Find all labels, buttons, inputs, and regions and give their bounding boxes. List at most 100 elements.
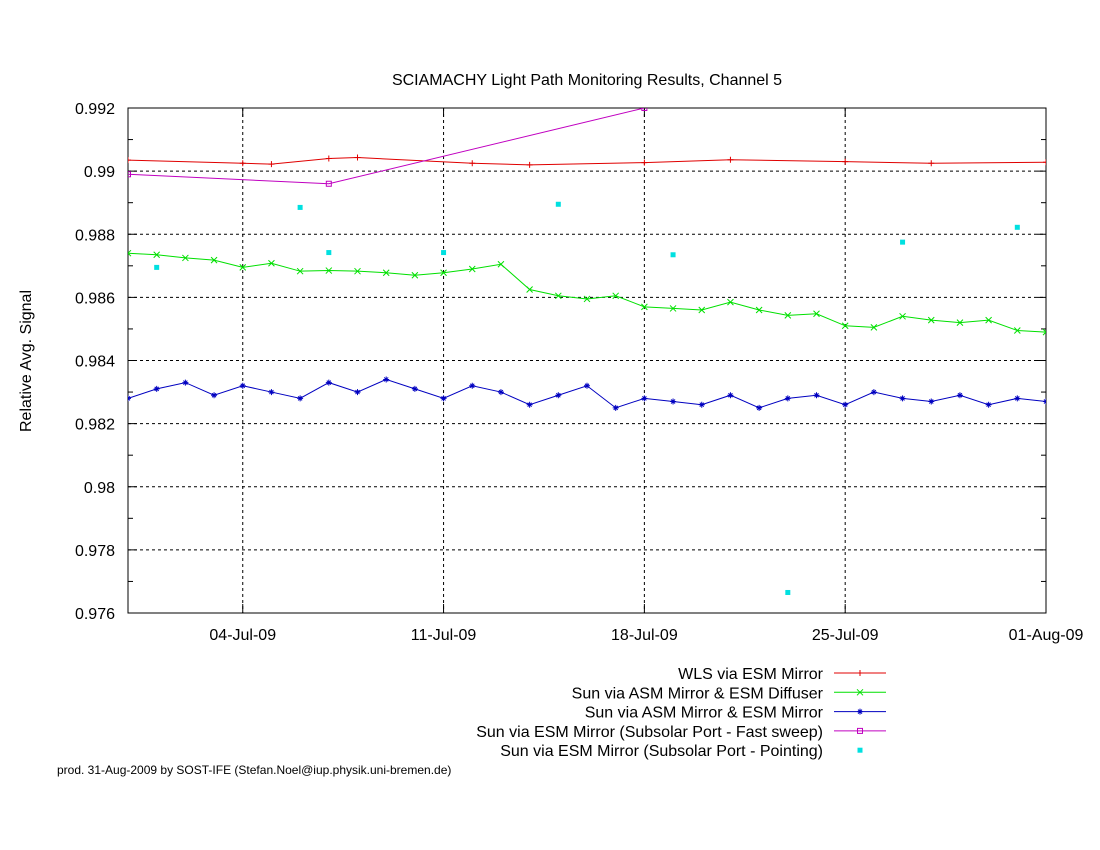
data-point: [497, 389, 504, 396]
legend-label: Sun via ESM Mirror (Subsolar Port - Poin…: [500, 743, 823, 760]
data-point: [670, 252, 676, 258]
data-point: [153, 385, 160, 392]
data-point: [128, 395, 131, 402]
data-point: [956, 319, 964, 326]
data-point: [641, 108, 648, 111]
data-point: [354, 154, 361, 161]
data-point: [325, 379, 332, 386]
data-point: [411, 385, 418, 392]
legend-swatch-marker: [857, 747, 863, 753]
x-tick-label: 11-Jul-09: [411, 627, 477, 644]
data-point: [210, 256, 218, 264]
data-point: [128, 171, 131, 178]
chart-title: SCIAMACHY Light Path Monitoring Results,…: [392, 72, 782, 89]
series-line: [128, 157, 1046, 166]
production-footer: prod. 31-Aug-2009 by SOST-IFE (Stefan.No…: [57, 763, 452, 777]
data-point: [698, 306, 706, 314]
data-point: [698, 401, 705, 408]
legend-label: Sun via ESM Mirror (Subsolar Port - Fast…: [476, 724, 823, 741]
y-axis-label: Relative Avg. Signal: [18, 290, 35, 432]
data-point: [411, 271, 419, 279]
series-layer: [128, 108, 1046, 595]
grid: [128, 108, 1046, 613]
data-point: [785, 589, 791, 595]
data-point: [268, 259, 275, 267]
data-point: [325, 267, 333, 274]
data-point: [239, 264, 247, 271]
series-2: [128, 376, 1046, 411]
data-point: [1014, 224, 1020, 230]
data-point: [928, 398, 935, 405]
data-point: [813, 392, 820, 399]
data-point: [326, 250, 332, 256]
data-point: [128, 157, 131, 164]
data-point: [727, 156, 734, 163]
data-point: [985, 316, 992, 324]
data-point: [584, 382, 590, 389]
legend-label: Sun via ASM Mirror & ESM Mirror: [585, 705, 824, 722]
data-point: [1042, 328, 1046, 336]
data-point: [297, 395, 304, 402]
data-point: [526, 161, 533, 168]
data-point: [784, 395, 791, 402]
data-point: [383, 376, 390, 383]
data-point: [325, 155, 332, 162]
data-point: [554, 292, 562, 300]
data-point: [899, 395, 906, 402]
series-1: [128, 249, 1046, 336]
legend-swatch-marker: [856, 688, 864, 696]
data-point: [842, 401, 849, 408]
x-tick-label: 01-Aug-09: [1009, 627, 1084, 644]
data-point: [239, 382, 246, 389]
data-point: [555, 392, 562, 399]
data-point: [842, 158, 849, 165]
legend-swatch-marker: [857, 727, 863, 734]
data-point: [669, 305, 677, 312]
data-point: [641, 303, 648, 311]
axes: 0.976 0.978 0.98 0.982 0.984 0.986 0.988 0.99 0.…: [75, 101, 1084, 644]
data-point: [899, 312, 906, 320]
data-point: [927, 316, 935, 324]
data-point: [382, 269, 390, 277]
data-point: [756, 404, 763, 411]
x-tick-label: 04-Jul-09: [209, 627, 276, 644]
data-point: [612, 404, 619, 411]
data-point: [670, 398, 677, 405]
data-point: [153, 251, 161, 259]
data-point: [985, 401, 992, 408]
legend-swatch-marker: [857, 708, 863, 715]
data-point: [268, 161, 275, 168]
data-point: [900, 239, 906, 245]
data-point: [211, 392, 218, 399]
legend: WLS via ESM Mirror Sun via ASM Mirror & E…: [476, 666, 886, 760]
series-4: [154, 201, 1020, 595]
data-point: [128, 249, 132, 257]
data-point: [468, 265, 476, 273]
legend-swatch-marker: [857, 670, 863, 676]
data-point: [555, 201, 561, 207]
data-point: [469, 160, 476, 167]
y-tick-label: 0.978: [75, 543, 115, 560]
legend-label: Sun via ASM Mirror & ESM Diffuser: [572, 685, 824, 702]
data-point: [297, 204, 303, 210]
data-point: [612, 292, 620, 300]
x-tick-label: 25-Jul-09: [812, 627, 879, 644]
data-point: [441, 250, 447, 256]
y-tick-label: 0.99: [84, 164, 115, 181]
data-point: [727, 298, 734, 306]
y-tick-label: 0.984: [75, 354, 115, 371]
data-point: [154, 264, 160, 270]
data-point: [526, 286, 533, 293]
data-point: [497, 260, 505, 268]
data-point: [870, 389, 877, 396]
data-point: [956, 392, 963, 399]
y-tick-label: 0.98: [84, 480, 115, 497]
y-tick-label: 0.992: [75, 101, 115, 118]
data-point: [469, 382, 476, 389]
data-point: [354, 267, 361, 275]
series-line: [128, 252, 1046, 333]
data-point: [440, 269, 447, 277]
data-point: [1043, 159, 1046, 166]
data-point: [784, 312, 792, 319]
